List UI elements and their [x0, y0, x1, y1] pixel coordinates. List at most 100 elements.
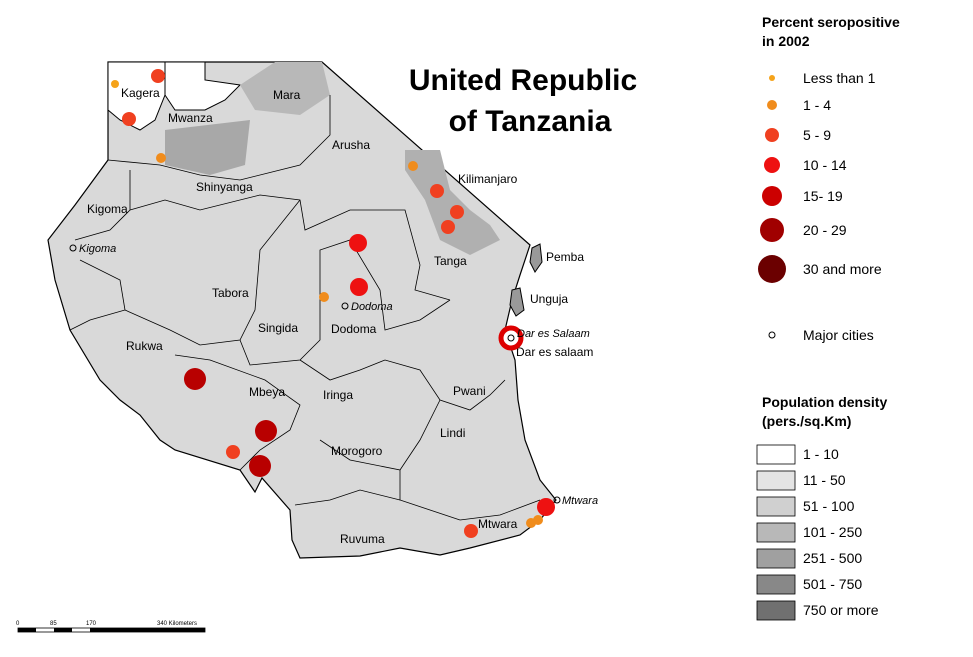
region-label: Mara — [273, 88, 301, 102]
city-marker — [341, 302, 349, 310]
swatch — [756, 522, 796, 543]
region-label: Rukwa — [126, 339, 163, 353]
city-marker — [507, 334, 515, 342]
swatch — [756, 574, 796, 595]
region-label: Unguja — [530, 292, 568, 306]
dot — [450, 205, 464, 219]
legend-dot — [760, 218, 784, 242]
region-borders — [69, 95, 541, 521]
dot — [255, 420, 277, 442]
city-label: Mtwara — [562, 495, 598, 507]
swatch — [756, 444, 796, 465]
dot — [498, 325, 524, 351]
legend-dot — [762, 186, 782, 206]
city-marker — [553, 496, 561, 504]
legend-label: 501 - 750 — [803, 576, 862, 592]
city-marker — [69, 244, 77, 252]
dot — [122, 112, 136, 126]
city-markers — [69, 244, 561, 504]
legend-label: 15- 19 — [803, 188, 843, 204]
legend-dot — [768, 331, 776, 339]
region-label: Arusha — [332, 138, 370, 152]
scale-label: 85 — [50, 621, 57, 627]
legend-label: 20 - 29 — [803, 222, 847, 238]
region-label: Shinyanga — [196, 180, 253, 194]
dot — [350, 278, 368, 296]
scale-seg — [54, 628, 72, 632]
region-label: Mtwara — [478, 517, 518, 531]
lake-victoria — [164, 61, 242, 111]
legend-title: Population density — [762, 394, 887, 410]
region-label: Ruvuma — [340, 532, 385, 546]
seropositive-dots — [111, 69, 555, 538]
legend-title: in 2002 — [762, 33, 810, 49]
region-label: Dar es salaam — [516, 345, 593, 359]
region-label: Pwani — [453, 384, 486, 398]
legend-title: Percent seropositive — [762, 14, 900, 30]
swatch — [756, 470, 796, 491]
dot — [441, 220, 455, 234]
dot — [408, 161, 418, 171]
legend-label: Major cities — [803, 327, 874, 343]
region-label: Singida — [258, 321, 298, 335]
dense-area — [240, 62, 330, 115]
region-label: Mbeya — [249, 385, 285, 399]
scale-bar: 0 85 170 340 Kilometers — [16, 621, 206, 633]
legend-dot — [758, 255, 786, 283]
legend-label: 1 - 4 — [803, 97, 831, 113]
region-label: Kilimanjaro — [458, 172, 518, 186]
scale-label: 340 Kilometers — [157, 621, 197, 627]
dot — [464, 524, 478, 538]
legend-label: 10 - 14 — [803, 157, 847, 173]
region-labels: Kagera Mara Mwanza Arusha Kilimanjaro Sh… — [87, 86, 593, 546]
legend-dot — [765, 128, 779, 142]
region-label: Iringa — [323, 388, 353, 402]
scale-label: 170 — [86, 621, 97, 627]
scale-seg — [90, 628, 205, 632]
city-label: Kigoma — [79, 243, 116, 255]
legend-seropositive: Percent seropositive in 2002 Less than 1… — [758, 14, 900, 343]
dot — [184, 368, 206, 390]
region-label: Dodoma — [331, 322, 377, 336]
region-label: Mwanza — [168, 111, 213, 125]
region-label: Pemba — [546, 250, 584, 264]
scale-seg — [18, 628, 36, 632]
region-label: Kagera — [121, 86, 160, 100]
city-label: Dodoma — [351, 301, 393, 313]
legend-label: 30 and more — [803, 261, 882, 277]
legend-label: 251 - 500 — [803, 550, 862, 566]
legend-dot — [769, 75, 775, 81]
dense-area — [165, 120, 250, 175]
dot — [430, 184, 444, 198]
swatch — [756, 548, 796, 569]
legend-label: 11 - 50 — [803, 472, 846, 488]
title-line: of Tanzania — [449, 105, 612, 138]
pemba-island — [529, 243, 543, 273]
region-label: Tanga — [434, 254, 467, 268]
title-line: United Republic — [409, 64, 637, 97]
dot — [533, 515, 543, 525]
region-label: Tabora — [212, 286, 249, 300]
legend-label: 101 - 250 — [803, 524, 862, 540]
swatch — [756, 600, 796, 621]
dot — [249, 455, 271, 477]
legend-dot — [764, 157, 780, 173]
region-label: Morogoro — [331, 444, 383, 458]
legend-label: Less than 1 — [803, 70, 876, 86]
unguja-island — [509, 287, 525, 317]
legend-label: 51 - 100 — [803, 498, 855, 514]
city-label: Dar es Salaam — [517, 328, 590, 340]
dot — [111, 80, 119, 88]
dot — [349, 234, 367, 252]
dot — [151, 69, 165, 83]
dot — [537, 498, 555, 516]
legend-label: 5 - 9 — [803, 127, 831, 143]
dot — [226, 445, 240, 459]
scale-label: 0 — [16, 621, 20, 627]
legend-dot — [767, 100, 777, 110]
swatch — [756, 496, 796, 517]
dot — [319, 292, 329, 302]
region-label: Lindi — [440, 426, 465, 440]
dot — [156, 153, 166, 163]
